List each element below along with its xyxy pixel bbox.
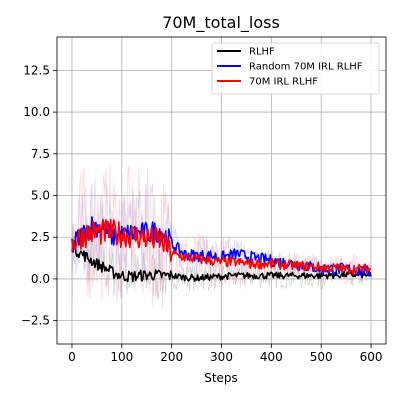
y-tick-label: 2.5 (31, 230, 50, 244)
y-tick-label: −2.5 (21, 314, 50, 328)
x-axis-label: Steps (204, 371, 238, 385)
legend-label: Random 70M IRL RLHF (249, 62, 363, 73)
y-tick-label: 12.5 (23, 63, 50, 77)
legend-label: 70M IRL RLHF (249, 77, 318, 88)
series-line (71, 242, 372, 283)
x-tick-label: 600 (360, 350, 383, 364)
y-tick-label: 0.0 (31, 272, 50, 286)
x-tick-label: 100 (110, 350, 133, 364)
legend: RLHF Random 70M IRL RLHF 70M IRL RLHF (211, 42, 380, 95)
x-tick-label: 500 (310, 350, 333, 364)
raw-trace (71, 224, 372, 300)
chart-title: 70M_total_loss (162, 13, 280, 33)
y-tick-label: 10.0 (23, 105, 50, 119)
noisy-raw-series (71, 164, 372, 310)
smoothed-series (71, 216, 372, 283)
x-tick-label: 300 (210, 350, 233, 364)
y-tick-label: 5.0 (31, 189, 50, 203)
x-tick-label: 400 (260, 350, 283, 364)
x-axis-ticks: 0 100 200 300 400 500 600 (68, 344, 382, 364)
x-tick-label: 200 (160, 350, 183, 364)
y-axis-ticks: −2.5 0.0 2.5 5.0 7.5 10.0 12.5 (21, 63, 57, 328)
legend-box (211, 42, 380, 95)
x-tick-label: 0 (68, 350, 76, 364)
series-line (71, 218, 372, 275)
raw-trace (71, 177, 372, 285)
raw-trace (71, 164, 372, 310)
y-tick-label: 7.5 (31, 147, 50, 161)
legend-label: RLHF (249, 47, 275, 58)
